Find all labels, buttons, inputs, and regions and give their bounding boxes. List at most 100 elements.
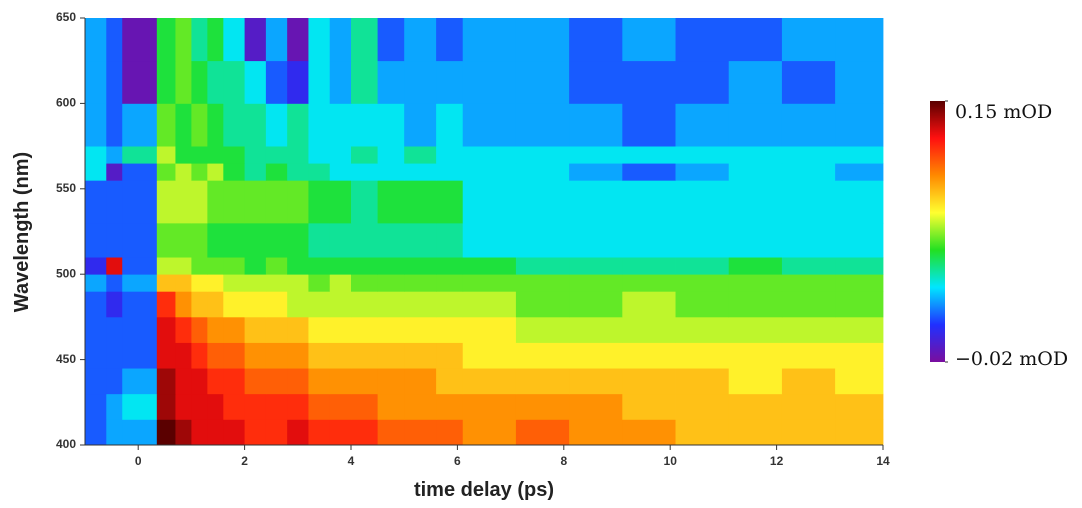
- heatmap-cell: [675, 60, 730, 104]
- heatmap-cell: [207, 163, 224, 181]
- heatmap-cell: [622, 274, 676, 292]
- heatmap-cell: [436, 342, 464, 369]
- heatmap-cell: [244, 146, 267, 164]
- heatmap-cell: [728, 18, 783, 62]
- colorbar-label: 0.15 mOD: [955, 101, 1052, 123]
- heatmap-cell: [404, 222, 437, 258]
- heatmap-cell: [223, 393, 245, 420]
- heatmap-cell: [781, 146, 836, 164]
- heatmap-cell: [404, 180, 437, 224]
- heatmap-cell: [85, 291, 107, 318]
- heatmap-cell: [175, 163, 192, 181]
- y-tick-label: 500: [56, 266, 76, 280]
- x-tick-label: 0: [135, 454, 142, 468]
- heatmap-cell: [122, 419, 158, 446]
- heatmap-cell: [122, 60, 158, 104]
- heatmap-cell: [308, 222, 331, 258]
- heatmap-cell: [728, 222, 783, 258]
- heatmap-cell: [207, 18, 224, 62]
- heatmap-cell: [622, 60, 676, 104]
- heatmap-cell: [106, 103, 123, 147]
- heatmap-cell: [622, 103, 676, 147]
- heatmap-cell: [265, 222, 288, 258]
- heatmap-cell: [329, 103, 352, 147]
- heatmap-cell: [265, 368, 288, 395]
- heatmap-cell: [85, 419, 107, 446]
- heatmap-cell: [308, 257, 331, 275]
- heatmap-cell: [515, 257, 570, 275]
- heatmap-cell: [85, 18, 107, 62]
- heatmap-cell: [835, 146, 884, 164]
- heatmap-cell: [175, 342, 192, 369]
- heatmap-cell: [244, 274, 267, 292]
- heatmap-cell: [223, 274, 245, 292]
- heatmap-cell: [781, 163, 836, 181]
- heatmap-cell: [265, 180, 288, 224]
- x-tick-label: 4: [348, 454, 355, 468]
- heatmap-cell: [404, 103, 437, 147]
- heatmap-cell: [191, 18, 208, 62]
- heatmap-cell: [191, 222, 208, 258]
- heatmap-cell: [675, 316, 730, 343]
- heatmap-cell: [329, 419, 352, 446]
- heatmap-cell: [244, 222, 267, 258]
- heatmap-cell: [351, 163, 378, 181]
- heatmap-cell: [781, 103, 836, 147]
- heatmap-cell: [122, 103, 158, 147]
- heatmap-cell: [404, 163, 437, 181]
- heatmap-cell: [223, 18, 245, 62]
- heatmap-cell: [515, 274, 570, 292]
- heatmap-cell: [329, 291, 352, 318]
- heatmap-cell: [462, 60, 517, 104]
- heatmap-cell: [265, 316, 288, 343]
- heatmap-cell: [85, 274, 107, 292]
- heatmap-cell: [191, 393, 208, 420]
- colorbar-label: −0.02 mOD: [955, 348, 1068, 370]
- heatmap-cell: [265, 60, 288, 104]
- heatmap-cell: [781, 222, 836, 258]
- heatmap-cell: [265, 291, 288, 318]
- y-tick-label: 400: [56, 437, 76, 451]
- heatmap-cell: [308, 274, 331, 292]
- heatmap-cell: [207, 342, 224, 369]
- heatmap-cell: [675, 368, 730, 395]
- y-tick-label: 600: [56, 96, 76, 110]
- heatmap-cell: [308, 180, 331, 224]
- heatmap-cell: [287, 163, 309, 181]
- heatmap-cell: [675, 146, 730, 164]
- heatmap-cell: [462, 163, 517, 181]
- heatmap-cell: [515, 146, 570, 164]
- heatmap-cell: [244, 291, 267, 318]
- heatmap-cell: [377, 274, 405, 292]
- heatmap-cell: [223, 257, 245, 275]
- heatmap-cell: [728, 316, 783, 343]
- heatmap-cell: [675, 103, 730, 147]
- heatmap-cell: [781, 368, 836, 395]
- heatmap-cell: [436, 393, 464, 420]
- heatmap-cell: [377, 342, 405, 369]
- heatmap-cell: [175, 257, 192, 275]
- heatmap-cell: [122, 291, 158, 318]
- heatmap-cell: [436, 18, 464, 62]
- heatmap-cell: [436, 60, 464, 104]
- heatmap-cell: [675, 163, 730, 181]
- heatmap-cell: [207, 222, 224, 258]
- heatmap-cell: [244, 393, 267, 420]
- heatmap-cell: [515, 222, 570, 258]
- heatmap-cell: [308, 368, 331, 395]
- heatmap-cell: [191, 342, 208, 369]
- heatmap-cell: [622, 222, 676, 258]
- heatmap-cell: [287, 316, 309, 343]
- heatmap-cell: [569, 419, 623, 446]
- heatmap-cell: [622, 257, 676, 275]
- heatmap-cell: [156, 146, 176, 164]
- heatmap-cell: [156, 419, 176, 446]
- heatmap-cell: [436, 222, 464, 258]
- heatmap-cell: [781, 60, 836, 104]
- heatmap-cell: [781, 342, 836, 369]
- heatmap-cell: [329, 316, 352, 343]
- heatmap-cell: [244, 180, 267, 224]
- heatmap-cell: [156, 103, 176, 147]
- heatmap-cell: [835, 316, 884, 343]
- y-tick-label: 550: [56, 181, 76, 195]
